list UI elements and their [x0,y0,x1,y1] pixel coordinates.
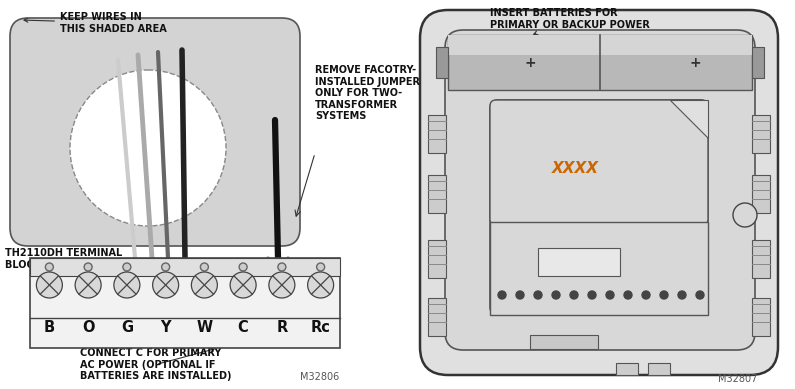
Circle shape [200,263,208,271]
Circle shape [696,291,704,299]
Text: KEEP WIRES IN
THIS SHADED AREA: KEEP WIRES IN THIS SHADED AREA [24,12,167,33]
Circle shape [192,272,217,298]
Bar [448,35,752,55]
Circle shape [278,263,286,271]
Circle shape [498,291,506,299]
Circle shape [114,272,140,298]
Circle shape [570,291,578,299]
Circle shape [45,263,53,271]
Bar [752,115,770,153]
Circle shape [269,272,295,298]
Circle shape [70,70,226,226]
FancyBboxPatch shape [490,100,708,225]
Bar [490,222,708,315]
Bar [752,240,770,278]
Bar [448,35,752,90]
Circle shape [75,272,101,298]
Circle shape [624,291,632,299]
Bar [752,175,770,213]
Text: M32807: M32807 [718,374,758,384]
Text: Y: Y [161,321,171,335]
Bar [648,363,670,375]
Circle shape [308,272,334,298]
Circle shape [516,291,524,299]
FancyBboxPatch shape [10,18,300,246]
Bar [428,298,446,336]
Bar [530,335,598,349]
Text: TH2110DH TERMINAL
BLOCK SHOWN: TH2110DH TERMINAL BLOCK SHOWN [5,248,122,270]
Circle shape [161,263,169,271]
Circle shape [642,291,650,299]
Text: +: + [689,56,701,70]
Circle shape [123,263,131,271]
Text: R: R [276,321,288,335]
Text: INSERT BATTERIES FOR
PRIMARY OR BACKUP POWER: INSERT BATTERIES FOR PRIMARY OR BACKUP P… [490,8,650,35]
Circle shape [552,291,560,299]
Bar [752,47,764,78]
Text: C: C [238,321,249,335]
Text: CONNECT C FOR PRIMARY
AC POWER (OPTIONAL IF
BATTERIES ARE INSTALLED): CONNECT C FOR PRIMARY AC POWER (OPTIONAL… [80,348,231,381]
Bar [428,115,446,153]
Circle shape [733,203,757,227]
Text: XXXX: XXXX [552,161,599,175]
Polygon shape [670,100,708,138]
Bar [752,298,770,336]
Bar [30,258,340,276]
Text: B: B [44,321,55,335]
Bar [428,175,446,213]
Circle shape [37,272,62,298]
Circle shape [153,272,179,298]
Bar [30,258,340,348]
Text: O: O [82,321,95,335]
FancyBboxPatch shape [490,100,708,315]
FancyBboxPatch shape [445,30,755,350]
Text: REMOVE FACOTRY-
INSTALLED JUMPER
ONLY FOR TWO-
TRANSFORMER
SYSTEMS: REMOVE FACOTRY- INSTALLED JUMPER ONLY FO… [315,65,420,121]
Circle shape [660,291,668,299]
Circle shape [678,291,686,299]
FancyBboxPatch shape [420,10,778,375]
Text: Rc: Rc [311,321,331,335]
Circle shape [239,263,247,271]
Bar [616,363,638,375]
Bar [538,248,620,276]
Circle shape [534,291,542,299]
Text: W: W [196,321,212,335]
Circle shape [84,263,92,271]
Text: M32806: M32806 [300,372,339,382]
Bar [436,47,448,78]
Text: G: G [121,321,133,335]
Circle shape [316,263,324,271]
Circle shape [606,291,614,299]
Circle shape [588,291,596,299]
Circle shape [230,272,256,298]
Bar [428,240,446,278]
Text: +: + [524,56,536,70]
